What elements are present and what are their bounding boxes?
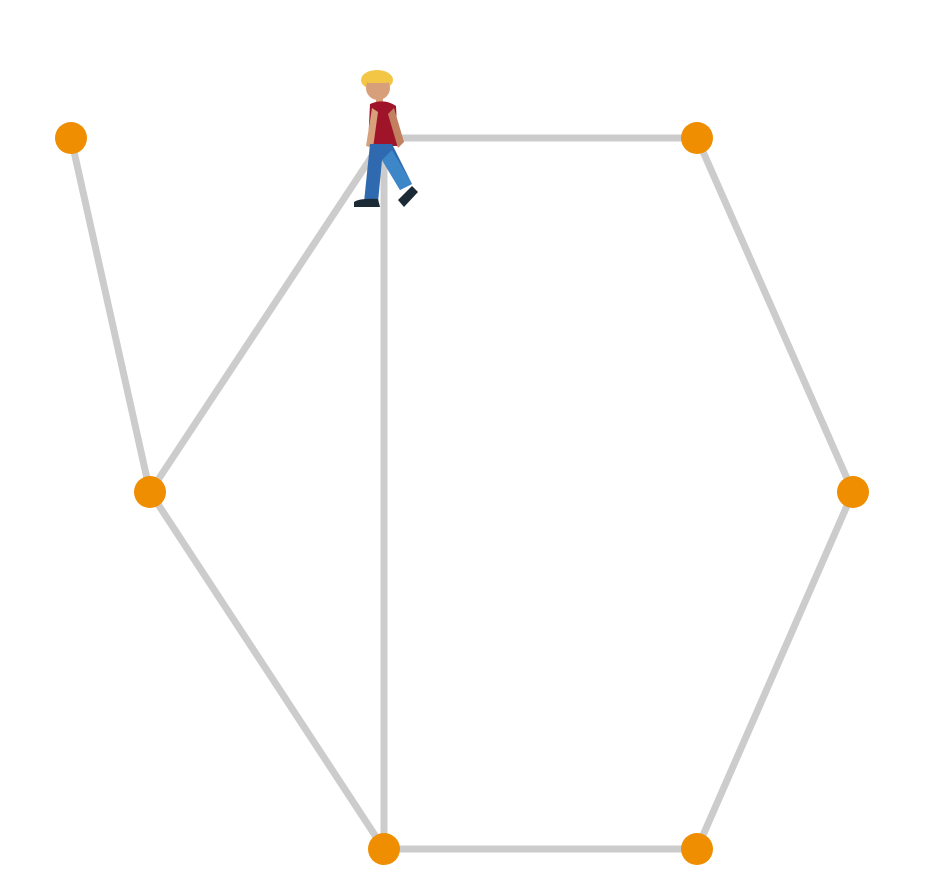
graph-edge: [146, 488, 388, 853]
graph-edge: [693, 488, 857, 853]
player-walking-icon: [354, 70, 418, 207]
graph-node-n1[interactable]: [55, 122, 87, 154]
node-layer: [55, 122, 869, 865]
graph-edge: [693, 134, 857, 496]
edge-layer: [67, 134, 857, 853]
graph-node-n6[interactable]: [368, 833, 400, 865]
graph-edge: [67, 134, 154, 496]
graph-node-n8[interactable]: [681, 833, 713, 865]
graph-node-n5[interactable]: [837, 476, 869, 508]
graph-edge: [146, 134, 388, 496]
graph-node-n4[interactable]: [681, 122, 713, 154]
graph-node-n2[interactable]: [134, 476, 166, 508]
